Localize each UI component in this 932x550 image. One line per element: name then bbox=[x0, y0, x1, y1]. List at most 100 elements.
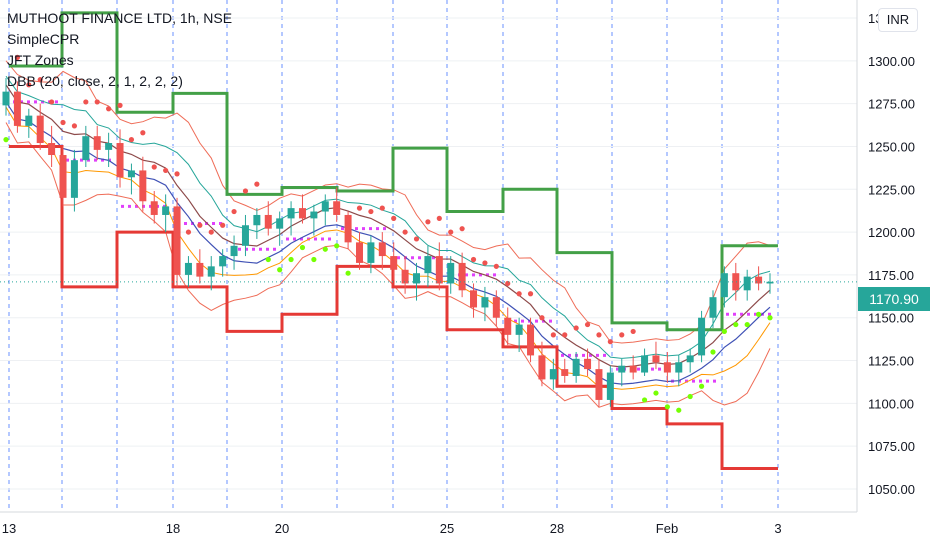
sar-dot bbox=[3, 137, 9, 143]
lower-inner-band bbox=[5, 106, 771, 390]
sar-dot bbox=[584, 321, 591, 328]
candle-body bbox=[641, 355, 649, 373]
sar-dot bbox=[185, 229, 192, 235]
time-tick-label: 28 bbox=[550, 521, 564, 536]
candle-body bbox=[572, 358, 580, 376]
sar-dot bbox=[345, 270, 351, 276]
price-tick-label: 1050.00 bbox=[868, 482, 915, 497]
price-tick-label: 1175.00 bbox=[868, 268, 914, 283]
currency-button[interactable]: INR bbox=[878, 8, 918, 32]
sar-dot bbox=[653, 390, 659, 396]
sar-dot bbox=[459, 226, 465, 232]
sar-dot bbox=[379, 205, 385, 211]
candle-body bbox=[458, 262, 466, 291]
candle-body bbox=[470, 290, 478, 308]
sar-dot bbox=[698, 383, 705, 389]
time-tick-label: 25 bbox=[440, 521, 454, 536]
candle-body bbox=[25, 115, 33, 126]
indicator-dbb[interactable]: DBB (20, close, 2, 1, 2, 2, 2) bbox=[7, 73, 183, 89]
sar-dot bbox=[676, 407, 682, 413]
sar-dot bbox=[402, 229, 408, 235]
candle-body bbox=[618, 365, 626, 373]
candle-body bbox=[549, 369, 557, 380]
price-tick-label: 1075.00 bbox=[868, 439, 915, 454]
candle-body bbox=[424, 256, 432, 274]
sar-dot bbox=[151, 164, 157, 170]
price-tick-label: 1300.00 bbox=[868, 54, 915, 69]
candle-body bbox=[629, 365, 637, 373]
lower-outer-band bbox=[5, 122, 771, 408]
candle-body bbox=[755, 276, 763, 284]
sar-dot bbox=[277, 267, 283, 273]
sar-dot bbox=[413, 236, 420, 242]
upper-outer-band bbox=[5, 60, 771, 344]
candle-body bbox=[743, 276, 751, 291]
price-tick-label: 1275.00 bbox=[868, 97, 915, 112]
candle-body bbox=[13, 91, 21, 126]
indicator-simplecpr[interactable]: SimpleCPR bbox=[7, 31, 80, 47]
price-tick-label: 1250.00 bbox=[868, 139, 915, 154]
candle-body bbox=[276, 218, 284, 229]
sar-dot bbox=[596, 332, 602, 338]
sar-dot bbox=[174, 171, 180, 177]
sar-dot bbox=[539, 315, 545, 321]
candle-body bbox=[184, 262, 192, 275]
time-tick-label: 3 bbox=[774, 521, 781, 536]
sar-dot bbox=[493, 263, 499, 269]
sar-dot bbox=[562, 332, 568, 338]
candle-body bbox=[139, 170, 147, 202]
candle-body bbox=[492, 297, 500, 318]
price-tick-label: 1225.00 bbox=[868, 182, 915, 197]
sar-dot bbox=[368, 208, 374, 215]
sar-dot bbox=[505, 280, 511, 287]
candle-body bbox=[766, 281, 774, 284]
sar-dot bbox=[106, 106, 112, 112]
candle-body bbox=[413, 273, 421, 284]
candle-body bbox=[105, 143, 113, 150]
candle-body bbox=[36, 115, 44, 144]
time-tick-label: 13 bbox=[2, 521, 16, 536]
sar-dot bbox=[448, 229, 454, 235]
sar-dot bbox=[550, 332, 556, 338]
sar-dot bbox=[356, 205, 363, 211]
sar-dot bbox=[311, 256, 317, 263]
symbol-title[interactable]: MUTHOOT FINANCE LTD, 1h, NSE bbox=[7, 10, 233, 26]
candle-body bbox=[82, 136, 90, 161]
candle-body bbox=[504, 317, 512, 335]
sar-dot bbox=[516, 291, 522, 297]
sar-dot bbox=[641, 397, 648, 403]
candle-body bbox=[150, 201, 158, 215]
candle-body bbox=[310, 211, 318, 219]
sar-dot bbox=[687, 393, 693, 400]
candle-body bbox=[264, 214, 272, 229]
price-tick-label: 1125.00 bbox=[868, 354, 914, 369]
sar-dot bbox=[664, 404, 670, 410]
candle-body bbox=[515, 324, 523, 335]
last-price-label: 1170.90 bbox=[858, 287, 930, 311]
candle-body bbox=[287, 208, 295, 219]
sar-dot bbox=[322, 246, 328, 252]
sar-dot bbox=[619, 332, 625, 338]
sar-dot bbox=[117, 102, 123, 108]
sar-dot bbox=[163, 167, 169, 174]
sar-dot bbox=[607, 339, 613, 345]
candle-body bbox=[538, 355, 546, 380]
candle-body bbox=[127, 170, 135, 178]
candle-body bbox=[70, 160, 78, 198]
sar-dot bbox=[470, 256, 477, 263]
sar-dot bbox=[573, 325, 579, 331]
candle-body bbox=[230, 245, 238, 257]
candle-body bbox=[2, 91, 10, 106]
time-tick-label: Feb bbox=[656, 521, 678, 536]
candle-body bbox=[59, 155, 67, 198]
sar-dot bbox=[83, 99, 89, 105]
candle-body bbox=[732, 273, 740, 291]
candle-body bbox=[219, 256, 227, 267]
sar-dot bbox=[254, 181, 260, 187]
sar-dot bbox=[527, 291, 534, 297]
indicator-jft-zones[interactable]: JFT Zones bbox=[7, 52, 74, 68]
candle-body bbox=[321, 201, 329, 212]
sar-dot bbox=[755, 311, 762, 317]
candle-body bbox=[116, 143, 124, 178]
